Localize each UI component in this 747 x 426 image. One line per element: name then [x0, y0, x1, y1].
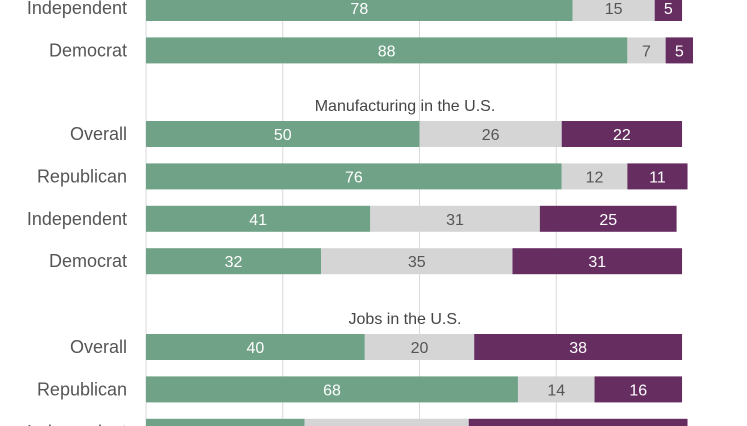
bar-segment-unfavorable — [561, 121, 683, 147]
bar-segment-favorable — [146, 418, 305, 426]
data-label-favorable: 50 — [274, 127, 292, 144]
data-label-neutral: 14 — [547, 382, 565, 399]
data-label-favorable: 40 — [247, 340, 265, 357]
row-label: Overall — [70, 337, 127, 357]
data-label-unfavorable: 16 — [629, 382, 647, 399]
bar-segment-neutral — [304, 418, 469, 426]
data-label-neutral: 12 — [586, 169, 604, 186]
data-label-favorable: 78 — [350, 1, 368, 18]
data-label-favorable: 41 — [249, 212, 267, 229]
bar-segment-neutral — [561, 163, 628, 190]
data-label-neutral: 7 — [642, 43, 651, 60]
row-label: Independent — [27, 422, 127, 426]
data-label-neutral: 31 — [446, 212, 464, 229]
bar-segment-unfavorable — [468, 418, 688, 426]
bar-segment-neutral — [517, 376, 595, 403]
bar-segment-favorable — [146, 376, 518, 403]
bar-segment-unfavorable — [539, 205, 677, 232]
bar-segment-neutral — [370, 205, 540, 232]
data-label-favorable: 76 — [345, 169, 363, 186]
bar-segment-favorable — [146, 121, 420, 147]
row-label: Republican — [37, 166, 127, 186]
bar-segment-neutral — [364, 334, 475, 360]
data-label-unfavorable: 5 — [664, 1, 673, 18]
bar-segment-favorable — [146, 248, 322, 275]
bar-segment-neutral — [321, 248, 513, 275]
bar-segment-unfavorable — [512, 248, 683, 275]
section-title: Manufacturing in the U.S. — [315, 98, 496, 115]
bars-layer — [146, 0, 693, 426]
bar-segment-favorable — [146, 37, 628, 64]
data-label-unfavorable: 22 — [613, 127, 631, 144]
bar-segment-neutral — [627, 37, 666, 64]
bar-segment-favorable — [146, 205, 371, 232]
bar-segment-unfavorable — [627, 163, 688, 190]
bar-segment-unfavorable — [594, 376, 683, 403]
bar-segment-neutral — [572, 0, 655, 21]
data-label-unfavorable: 38 — [569, 340, 587, 357]
row-label: Republican — [37, 379, 127, 399]
data-label-unfavorable: 5 — [675, 43, 684, 60]
data-label-neutral: 20 — [411, 340, 429, 357]
data-label-favorable: 32 — [225, 254, 243, 271]
bar-segment-favorable — [146, 163, 562, 190]
row-label: Overall — [70, 124, 127, 144]
data-label-unfavorable: 25 — [599, 212, 617, 229]
bar-segment-favorable — [146, 334, 365, 360]
data-label-neutral: 15 — [605, 1, 623, 18]
data-label-unfavorable: 31 — [588, 254, 606, 271]
data-label-favorable: 68 — [323, 382, 341, 399]
data-label-neutral: 35 — [408, 254, 426, 271]
section-title: Jobs in the U.S. — [349, 311, 462, 328]
data-label-favorable: 29 — [216, 425, 234, 426]
bar-segment-unfavorable — [665, 37, 693, 64]
bar-segment-neutral — [419, 121, 562, 147]
bar-segment-unfavorable — [474, 334, 683, 360]
row-label: Independent — [27, 0, 127, 18]
row-label: Democrat — [49, 251, 127, 271]
data-label-neutral: 26 — [482, 127, 500, 144]
data-label-unfavorable: 40 — [569, 425, 587, 426]
bar-segment-unfavorable — [654, 0, 683, 21]
data-label-neutral: 30 — [378, 425, 396, 426]
row-label: Independent — [27, 209, 127, 229]
data-label-favorable: 88 — [378, 43, 396, 60]
data-label-unfavorable: 11 — [649, 169, 666, 186]
bar-segment-favorable — [146, 0, 573, 21]
labels-layer: Independent 78 15 5 Democrat 88 7 5 Manufacturin… — [27, 0, 684, 426]
row-label: Democrat — [49, 40, 127, 60]
